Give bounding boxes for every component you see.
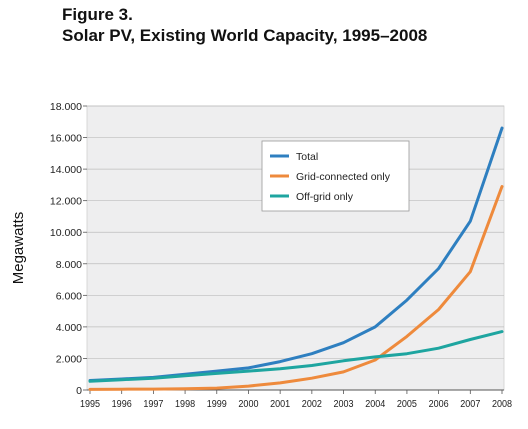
x-tick-label: 1995 <box>80 398 101 410</box>
y-tick-label: 16.000 <box>50 133 82 145</box>
x-tick-label: 2006 <box>429 398 450 410</box>
x-tick-label: 2001 <box>270 398 290 410</box>
x-tick-label: 2000 <box>238 398 259 410</box>
x-tick-label: 2003 <box>334 398 355 410</box>
series-lines <box>88 126 504 391</box>
y-tick-label: 14.000 <box>50 164 82 176</box>
y-tick-label: 18.000 <box>50 101 82 113</box>
y-tick-label: 0 <box>76 385 82 397</box>
y-tick-label: 6.000 <box>56 290 82 302</box>
y-tick-label: 12.000 <box>50 196 82 208</box>
y-axis-ticks: 0 2.000 4.000 6.000 8.000 10.000 12.000 14.000 1… <box>50 101 87 397</box>
x-tick-label: 2002 <box>302 398 322 410</box>
x-tick-label: 2007 <box>460 398 480 410</box>
x-tick-label: 2005 <box>397 398 418 410</box>
legend-label: Off-grid only <box>296 191 354 203</box>
x-tick-label: 2004 <box>365 398 386 410</box>
x-tick-label: 1999 <box>207 398 227 410</box>
figure-number: Figure 3. <box>62 5 133 24</box>
legend: Total Grid-connected only Off-grid only <box>261 140 410 212</box>
y-tick-label: 8.000 <box>56 259 82 271</box>
y-tick-label: 2.000 <box>56 353 82 365</box>
y-tick-label: 4.000 <box>56 322 82 334</box>
x-tick-label: 1997 <box>143 398 163 410</box>
x-tick-label: 2008 <box>492 398 513 410</box>
series-line-grid-connected-only <box>88 185 504 391</box>
x-axis-ticks: 1995 1996 1997 1998 1999 2000 2001 2002 2003 2004… <box>80 389 513 410</box>
series-line-off-grid-only <box>88 330 504 383</box>
legend-label: Grid-connected only <box>296 171 391 183</box>
x-tick-label: 1996 <box>112 398 133 410</box>
figure-title: Figure 3. Solar PV, Existing World Capac… <box>62 4 427 46</box>
figure-title-text: Solar PV, Existing World Capacity, 1995–… <box>62 26 428 45</box>
x-tick-label: 1998 <box>175 398 196 410</box>
y-tick-label: 10.000 <box>50 227 82 239</box>
y-axis-label: Megawatts <box>10 212 27 285</box>
legend-label: Total <box>296 151 318 163</box>
